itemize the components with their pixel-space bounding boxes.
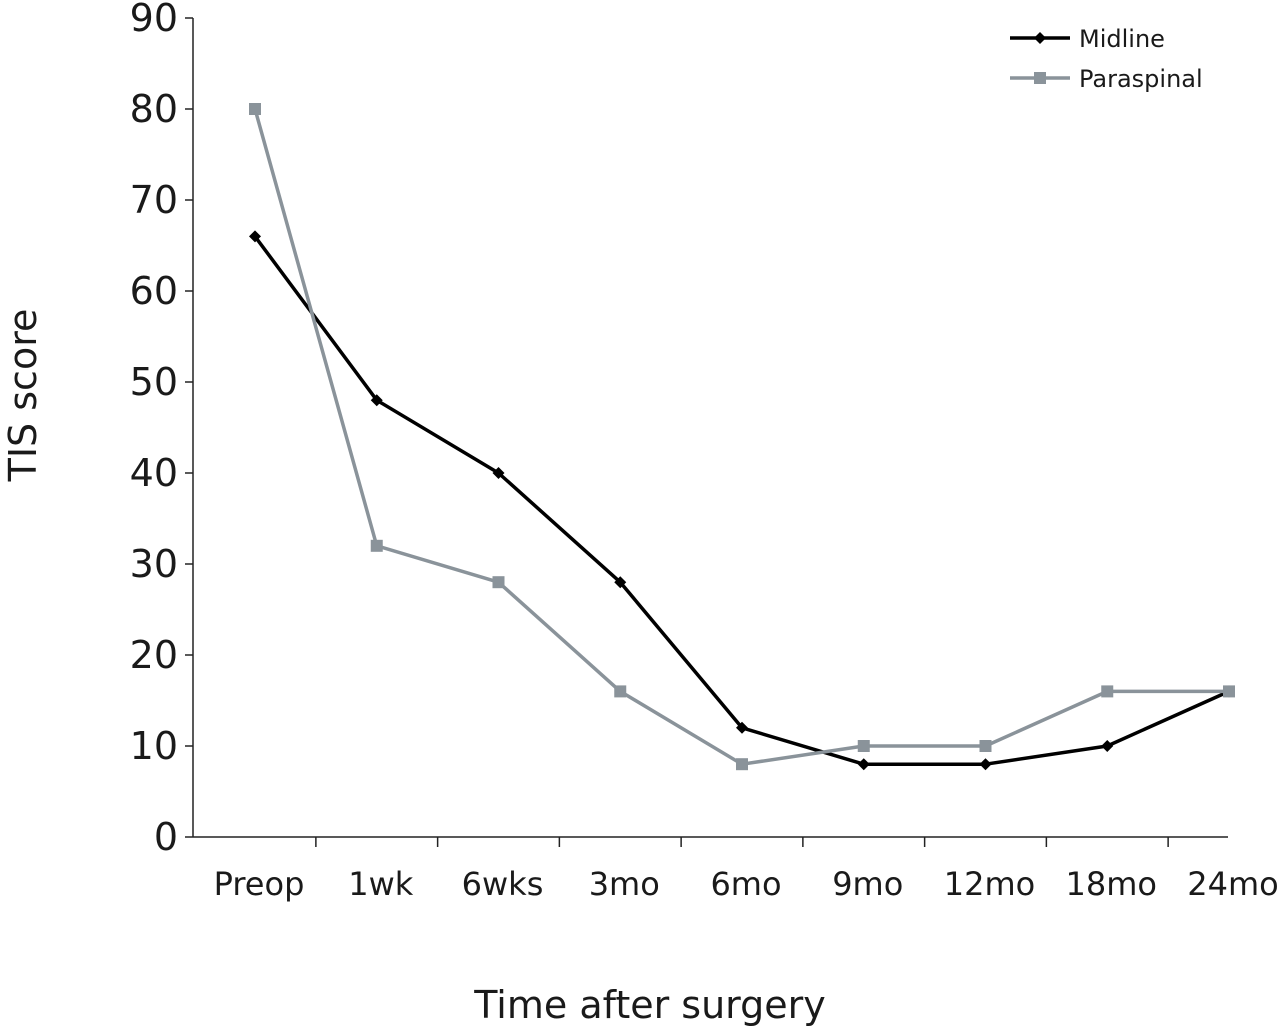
data-point	[614, 576, 627, 589]
series-lines	[249, 103, 1235, 771]
x-tick-label: 6wks	[462, 865, 544, 903]
data-point	[979, 740, 992, 752]
y-tick-label: 70	[130, 178, 178, 222]
data-point	[1101, 740, 1114, 752]
series-midline	[249, 230, 1235, 771]
x-tick-label: 3mo	[589, 865, 660, 903]
y-tick-label: 10	[130, 724, 178, 768]
x-tick-label: 9mo	[832, 865, 903, 903]
y-axis-title: TIS score	[1, 309, 45, 483]
data-point	[979, 758, 992, 771]
y-tick-label: 60	[130, 269, 178, 313]
legend-marker	[1034, 32, 1046, 44]
x-tick-label: 12mo	[944, 865, 1035, 903]
y-tick-label: 90	[130, 0, 178, 40]
legend-marker	[1034, 72, 1046, 84]
legend-label: Paraspinal	[1079, 65, 1203, 93]
axes	[185, 17, 1228, 847]
y-tick-labels: 0 10 20 30 40 50 60 70 80 90	[130, 0, 178, 859]
data-point	[492, 576, 505, 589]
data-point	[370, 394, 383, 407]
x-tick-label: Preop	[214, 865, 305, 903]
data-point	[249, 230, 261, 243]
x-axis-title: Time after surgery	[473, 983, 826, 1027]
data-point	[857, 740, 870, 752]
x-tick-label: 1wk	[348, 865, 414, 903]
data-point	[370, 539, 383, 552]
data-point	[492, 467, 505, 479]
data-point	[736, 758, 748, 771]
x-tick-label: 18mo	[1066, 865, 1157, 903]
legend-label: Midline	[1079, 25, 1165, 53]
y-tick-label: 80	[130, 87, 178, 131]
x-tick-label: 6mo	[710, 865, 781, 903]
y-tick-label: 0	[154, 815, 178, 859]
x-tick-labels: Preop 1wk 6wks 3mo 6mo 9mo 12mo 18mo 24mo	[214, 865, 1279, 903]
y-tick-label: 30	[130, 542, 178, 586]
series-line	[253, 235, 1230, 766]
y-tick-label: 40	[130, 451, 178, 495]
legend: Midline Paraspinal	[1010, 25, 1203, 93]
data-point	[1223, 685, 1235, 698]
data-point	[736, 721, 748, 734]
data-point	[857, 758, 870, 771]
data-point	[614, 685, 627, 698]
y-tick-label: 50	[130, 360, 178, 404]
data-point	[249, 103, 261, 115]
data-point	[1101, 685, 1114, 698]
x-tick-label: 24mo	[1187, 865, 1278, 903]
series-line	[253, 108, 1229, 766]
y-tick-label: 20	[130, 633, 178, 677]
series-paraspinal	[249, 103, 1235, 771]
